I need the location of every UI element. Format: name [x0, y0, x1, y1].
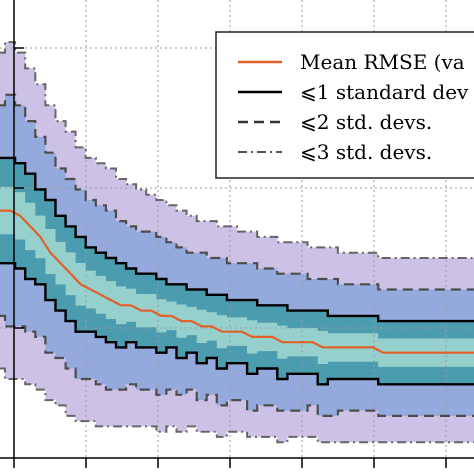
series-lines — [0, 41, 474, 444]
legend-box — [215, 31, 474, 179]
series-sd1-upper — [0, 156, 474, 323]
series-sd3-upper — [0, 41, 474, 259]
series-mean — [0, 209, 474, 354]
series-sd3-lower — [0, 367, 474, 444]
legend-label-sd1: ⩽1 standard dev — [300, 80, 469, 104]
series-sd2-upper — [0, 93, 474, 291]
legend-label-mean: Mean RMSE (va — [300, 50, 465, 74]
legend: Mean RMSE (va ⩽1 standard dev ⩽2 std. de… — [215, 31, 474, 179]
series-sd2-lower — [0, 314, 474, 417]
band-core — [0, 186, 474, 367]
legend-label-sd2: ⩽2 std. devs. — [300, 110, 432, 134]
legend-label-sd3: ⩽3 std. devs. — [300, 140, 432, 164]
series-sd1-lower — [0, 262, 474, 386]
